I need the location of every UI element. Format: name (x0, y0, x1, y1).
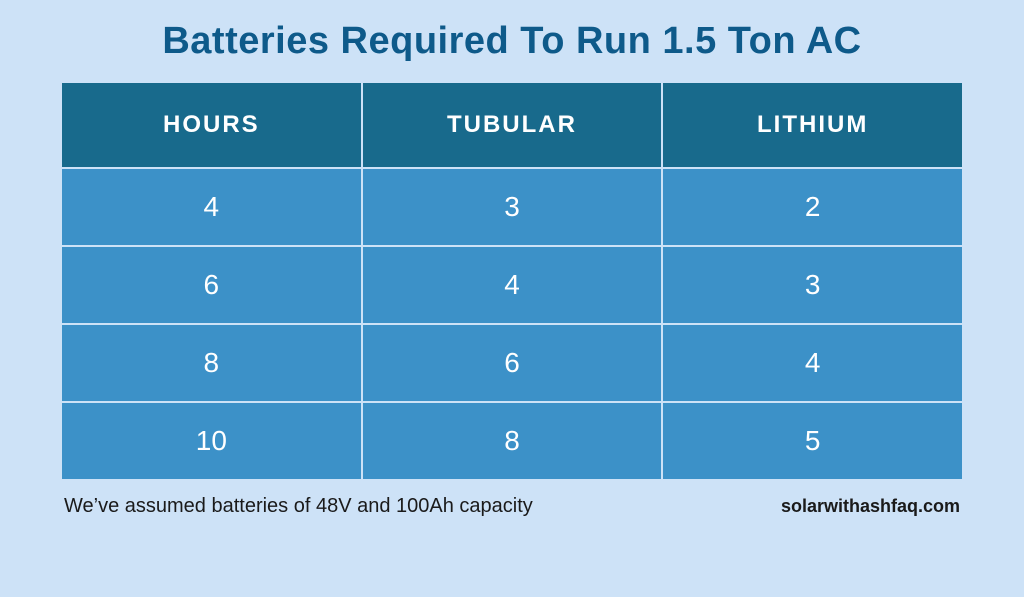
cell-lithium: 4 (662, 324, 963, 402)
table-row: 10 8 5 (61, 402, 963, 480)
cell-lithium: 3 (662, 246, 963, 324)
cell-lithium: 5 (662, 402, 963, 480)
page-title: Batteries Required To Run 1.5 Ton AC (60, 20, 964, 63)
cell-tubular: 8 (362, 402, 663, 480)
table-header-row: HOURS TUBULAR LITHIUM (61, 82, 963, 168)
cell-tubular: 4 (362, 246, 663, 324)
col-header-hours: HOURS (61, 82, 362, 168)
attribution-text: solarwithashfaq.com (781, 496, 960, 517)
cell-tubular: 3 (362, 168, 663, 246)
col-header-tubular: TUBULAR (362, 82, 663, 168)
cell-lithium: 2 (662, 168, 963, 246)
table-row: 6 4 3 (61, 246, 963, 324)
footer-row: We’ve assumed batteries of 48V and 100Ah… (60, 495, 964, 518)
battery-table: HOURS TUBULAR LITHIUM 4 3 2 6 4 3 8 6 4 … (60, 81, 964, 481)
col-header-lithium: LITHIUM (662, 82, 963, 168)
cell-hours: 10 (61, 402, 362, 480)
table-row: 4 3 2 (61, 168, 963, 246)
footnote-text: We’ve assumed batteries of 48V and 100Ah… (64, 495, 533, 518)
cell-hours: 8 (61, 324, 362, 402)
cell-hours: 6 (61, 246, 362, 324)
table-row: 8 6 4 (61, 324, 963, 402)
cell-tubular: 6 (362, 324, 663, 402)
cell-hours: 4 (61, 168, 362, 246)
